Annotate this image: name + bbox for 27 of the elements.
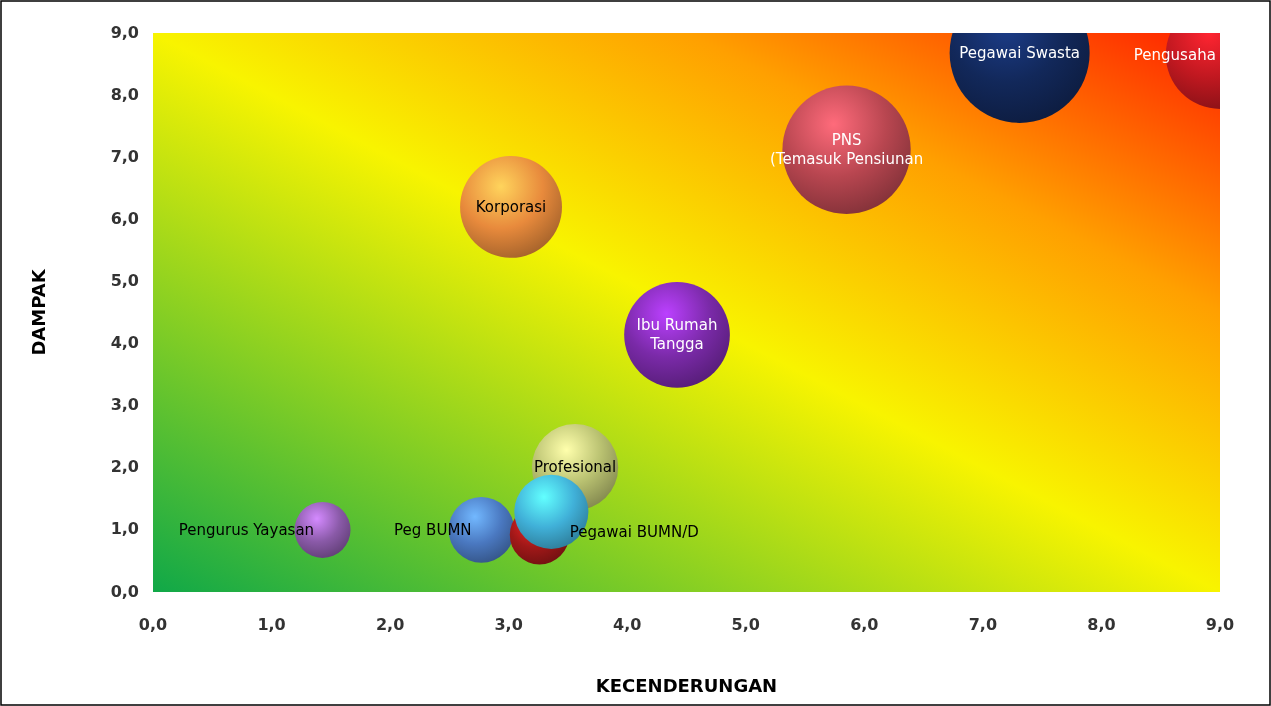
series-label: Pengusaha [1133,45,1216,64]
y-tick-label: 5,0 [110,270,139,290]
x-tick-label: 6,0 [850,615,879,634]
x-tick-label: 7,0 [968,615,998,634]
x-tick-label: 3,0 [494,615,523,634]
y-tick-label: 9,0 [110,22,139,42]
y-tick-label: 7,0 [110,146,139,166]
y-tick-label: 4,0 [110,333,139,353]
x-tick-label: 1,0 [257,615,286,634]
y-tick-label: 6,0 [110,208,139,228]
x-tick-label: 0,0 [138,615,168,634]
series-label: Korporasi [475,197,547,216]
series-label: Profesional [533,457,617,476]
y-tick-label: 2,0 [110,457,139,477]
x-tick-label: 9,0 [1205,615,1235,634]
x-tick-label: 8,0 [1087,615,1116,634]
x-axis-title: KECENDERUNGAN [595,675,778,696]
x-tick-label: 4,0 [613,615,642,634]
y-axis-title: DAMPAK [28,268,49,356]
y-tick-label: 3,0 [110,395,139,415]
y-tick-label: 0,0 [110,581,139,601]
x-tick-label: 5,0 [731,615,760,634]
y-tick-label: 8,0 [110,84,139,104]
series-label: Pegawai Swasta [959,43,1080,62]
x-tick-label: 2,0 [375,615,405,634]
y-tick-label: 1,0 [110,519,139,539]
series-label: Ibu Rumah Tangga [636,315,718,353]
